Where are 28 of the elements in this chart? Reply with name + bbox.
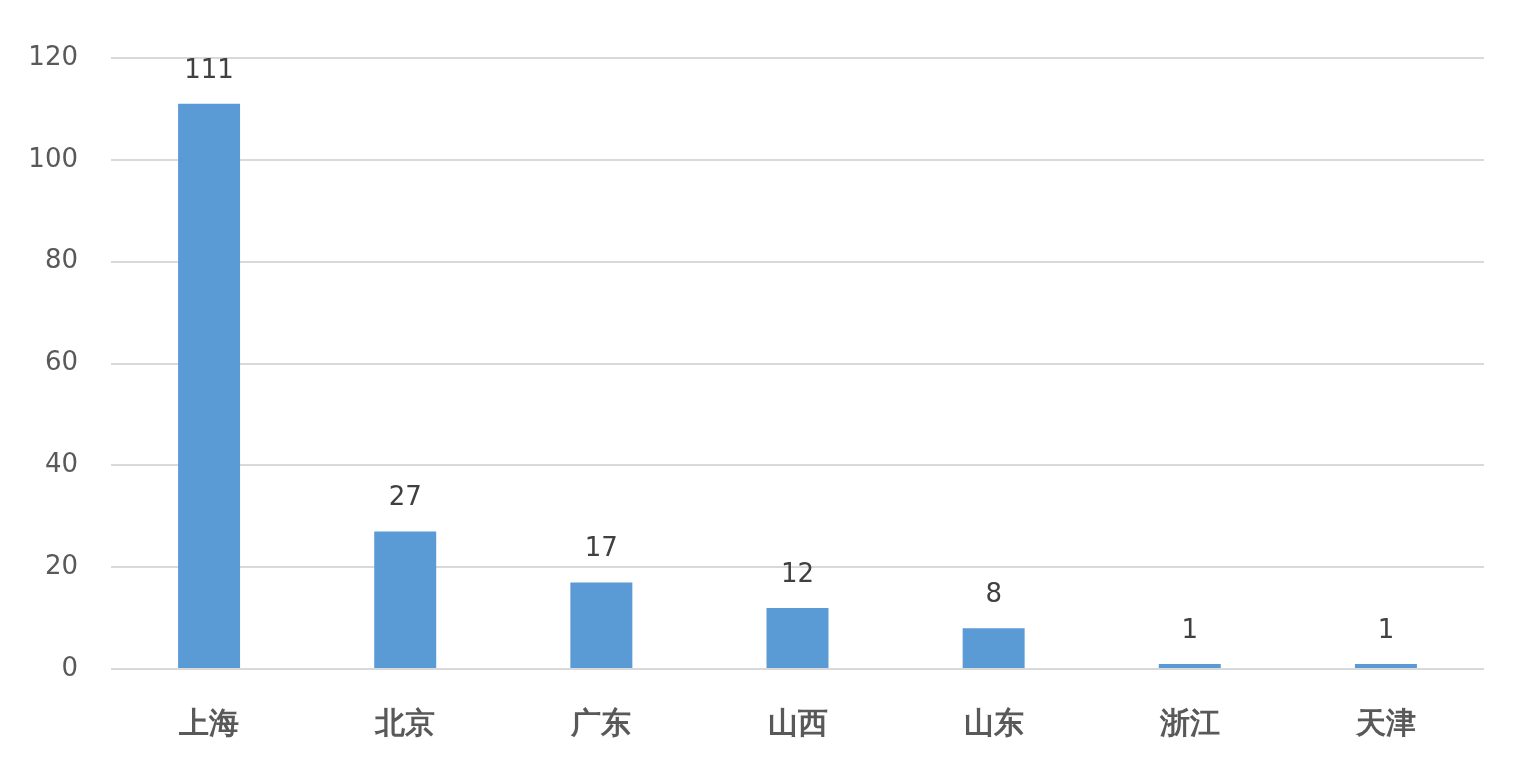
bar bbox=[1158, 663, 1221, 668]
data-label: 17 bbox=[584, 532, 618, 563]
data-label: 8 bbox=[985, 578, 1002, 609]
x-tick-label: 北京 bbox=[374, 704, 436, 740]
bar bbox=[374, 531, 437, 668]
data-label: 12 bbox=[780, 557, 815, 588]
data-label: 1 bbox=[1181, 613, 1199, 644]
bar bbox=[178, 103, 241, 668]
x-tick-label: 天津 bbox=[1354, 704, 1416, 740]
y-tick-label: 120 bbox=[28, 40, 78, 71]
data-label: 27 bbox=[388, 481, 422, 512]
data-label: 111 bbox=[184, 53, 234, 84]
data-label: 1 bbox=[1377, 613, 1395, 644]
y-tick-label: 80 bbox=[44, 244, 78, 275]
y-tick-label: 100 bbox=[28, 142, 78, 173]
bar bbox=[766, 607, 829, 668]
x-tick-label: 浙江 bbox=[1158, 704, 1220, 740]
x-tick-label: 广东 bbox=[570, 704, 632, 740]
bar bbox=[570, 582, 633, 668]
y-tick-label: 20 bbox=[44, 549, 78, 580]
y-tick-label: 40 bbox=[44, 448, 78, 479]
bar bbox=[1354, 663, 1417, 668]
x-tick-label: 山东 bbox=[963, 704, 1024, 740]
y-tick-label: 60 bbox=[44, 346, 78, 377]
x-tick-label: 山西 bbox=[767, 704, 828, 740]
x-tick-label: 上海 bbox=[178, 704, 240, 740]
y-tick-label: 0 bbox=[61, 651, 78, 682]
bar bbox=[962, 628, 1025, 668]
